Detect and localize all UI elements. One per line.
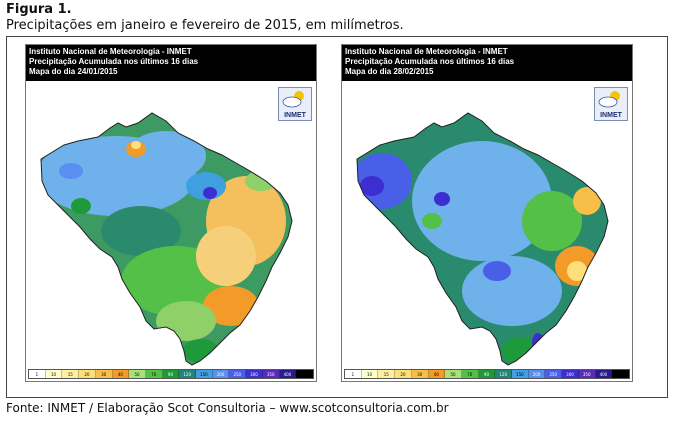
map-panel-february: Instituto Nacional de Meteorologia - INM… <box>341 44 633 382</box>
legend-cell: 400 <box>595 370 613 378</box>
legend-cell: 20 <box>395 370 412 378</box>
legend-cell: 350 <box>262 370 280 378</box>
panel-date: Mapa do dia 24/01/2015 <box>29 67 118 76</box>
legend-cell: 400 <box>279 370 297 378</box>
legend-cell <box>296 370 313 378</box>
panel-header: Instituto Nacional de Meteorologia - INM… <box>342 45 632 81</box>
legend-cell: 300 <box>246 370 263 378</box>
inmet-logo: INMET <box>278 87 312 121</box>
cloud-sun-icon <box>598 91 620 108</box>
legend-cell: 30 <box>95 370 113 378</box>
legend-cell: 50 <box>129 370 146 378</box>
map-panel-january: Instituto Nacional de Meteorologia - INM… <box>25 44 317 382</box>
figure-source: Fonte: INMET / Elaboração Scot Consultor… <box>6 401 449 415</box>
panel-date: Mapa do dia 28/02/2015 <box>345 67 434 76</box>
legend-cell: 90 <box>478 370 496 378</box>
figure-title: Figura 1. <box>6 2 72 17</box>
panel-header: Instituto Nacional de Meteorologia - INM… <box>26 45 316 81</box>
legend-cell: 70 <box>461 370 479 378</box>
panel-institute: Instituto Nacional de Meteorologia - INM… <box>29 47 192 56</box>
legend-cell: 150 <box>512 370 529 378</box>
legend-cell: 70 <box>145 370 163 378</box>
legend-cell: 300 <box>562 370 579 378</box>
panel-institute: Instituto Nacional de Meteorologia - INM… <box>345 47 508 56</box>
figure-subtitle: Precipitações em janeiro e fevereiro de … <box>6 18 404 33</box>
precipitation-map-january <box>26 81 316 369</box>
legend-cell: 50 <box>445 370 462 378</box>
legend-cell: 40 <box>428 370 446 378</box>
legend-cell: 200 <box>528 370 546 378</box>
legend-cell: 120 <box>179 370 197 378</box>
legend-cell: 30 <box>411 370 429 378</box>
legend-cell: 1 <box>345 370 362 378</box>
legend-bar: 1 10 15 20 30 40 50 70 90 120 150 200 25… <box>344 369 630 379</box>
legend-cell: 250 <box>545 370 563 378</box>
panel-description: Precipitação Acumulada nos últimos 16 di… <box>29 57 199 66</box>
cloud-sun-icon <box>282 91 304 108</box>
logo-text: INMET <box>284 112 306 119</box>
logo-text: INMET <box>600 112 622 119</box>
legend-cell: 10 <box>45 370 63 378</box>
legend-cell <box>612 370 629 378</box>
legend-bar: 1 10 15 20 30 40 50 70 90 120 150 200 25… <box>28 369 314 379</box>
legend-cell: 90 <box>162 370 180 378</box>
legend-cell: 40 <box>112 370 130 378</box>
legend-cell: 120 <box>495 370 513 378</box>
legend-cell: 10 <box>361 370 379 378</box>
legend-cell: 200 <box>212 370 230 378</box>
legend-cell: 20 <box>79 370 96 378</box>
panel-description: Precipitação Acumulada nos últimos 16 di… <box>345 57 515 66</box>
inmet-logo: INMET <box>594 87 628 121</box>
legend-cell: 150 <box>196 370 213 378</box>
legend-cell: 15 <box>62 370 80 378</box>
legend-cell: 350 <box>578 370 596 378</box>
legend-cell: 1 <box>29 370 46 378</box>
legend-cell: 250 <box>229 370 247 378</box>
precipitation-map-february <box>342 81 632 369</box>
legend-cell: 15 <box>378 370 396 378</box>
